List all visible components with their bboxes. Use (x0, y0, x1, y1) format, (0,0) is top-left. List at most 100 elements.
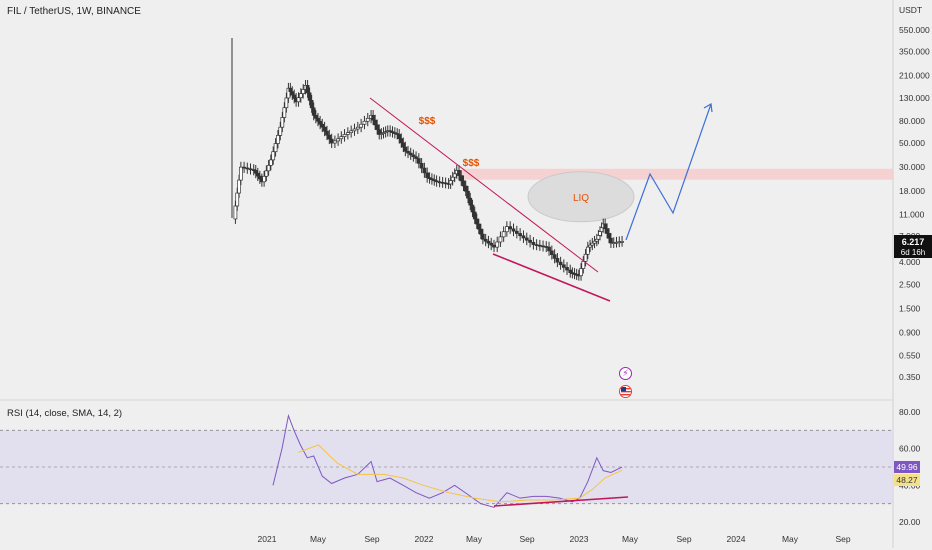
candle-body (537, 244, 542, 247)
candle-body (416, 158, 421, 164)
candle-body (325, 130, 329, 136)
dollar-label-1: $$$ (419, 116, 436, 127)
candle-body (371, 114, 375, 121)
candle-body (605, 228, 609, 234)
candle-body (349, 130, 354, 133)
candle-body (434, 180, 439, 183)
candle-body (322, 126, 327, 132)
candle-body (588, 244, 592, 248)
dollar-label-2: $$$ (463, 158, 480, 169)
price-tick-label: 80.000 (899, 116, 925, 126)
last-price-value: 6.217 (902, 237, 925, 247)
liq-label: LIQ (573, 193, 589, 204)
candle-body (266, 164, 271, 172)
candle-body (457, 170, 461, 176)
chart-title: FIL / TetherUS, 1W, BINANCE (7, 6, 141, 17)
rsi-sma-line (298, 444, 623, 503)
time-tick-label: 2023 (570, 534, 589, 544)
time-tick-label: May (622, 534, 639, 544)
candle-body (401, 142, 406, 148)
projection-arrowhead (703, 103, 713, 113)
candle-body (381, 132, 386, 134)
candle-body (492, 244, 496, 248)
rsi-divergence-line (493, 496, 629, 507)
candle-body (329, 138, 334, 144)
candle-body (235, 192, 240, 207)
price-tick-label: 0.350 (899, 372, 921, 382)
liq-ellipse (527, 171, 635, 223)
rsi-tick-label: 80.00 (899, 407, 921, 417)
candle-body (307, 92, 312, 101)
candle-body (486, 240, 491, 244)
candle-body (452, 173, 457, 178)
candle-body (399, 138, 404, 144)
candle-body (568, 269, 573, 274)
liquidity-zone (462, 168, 893, 180)
candle-body (518, 233, 522, 237)
candle-body (508, 226, 513, 230)
countdown-value: 6d 16h (901, 248, 925, 257)
candle-body (395, 133, 400, 135)
candle-body (339, 136, 344, 140)
candle-body (432, 179, 437, 182)
candle-body (375, 124, 380, 131)
price-tick-label: 130.000 (899, 93, 930, 103)
candle-body (278, 126, 283, 136)
candle-body (345, 132, 350, 135)
time-tick-label: 2022 (415, 534, 434, 544)
candle-body (316, 117, 320, 122)
candle-body (276, 135, 280, 144)
candle-body (352, 128, 357, 132)
candle-body (237, 179, 241, 194)
candle-body (430, 178, 434, 181)
candle-body (245, 167, 250, 170)
candle-body (296, 97, 301, 103)
candle-body (233, 205, 238, 220)
candle-body (437, 181, 442, 184)
candle-body (383, 131, 388, 133)
time-tick-label: Sep (676, 534, 691, 544)
price-tick-label: 2.500 (899, 279, 921, 289)
price-tick-label: 0.550 (899, 351, 921, 361)
candle-body (592, 240, 597, 244)
candle-body (581, 261, 586, 269)
candle-body (468, 197, 473, 206)
candle-body (288, 87, 293, 92)
last-price-badge (894, 235, 932, 258)
price-tick-label: 50.000 (899, 138, 925, 148)
candle-body (561, 264, 566, 268)
price-tick-label: 0.900 (899, 327, 921, 337)
candle-body (257, 175, 262, 180)
flag-svg (620, 386, 631, 397)
candle-body (253, 170, 258, 174)
candle-body (373, 119, 377, 126)
time-tick-label: 2024 (727, 534, 746, 544)
candle-body (603, 223, 608, 230)
candle-body (585, 246, 590, 255)
candle-body (463, 185, 468, 192)
candle-body (390, 131, 395, 133)
candle-body (264, 170, 269, 177)
candle-body (461, 180, 466, 187)
candle-body (427, 177, 432, 180)
candle-body (262, 175, 266, 183)
candle-body (388, 130, 392, 133)
candle-body (443, 182, 448, 185)
candle-body (472, 211, 477, 220)
candle-body (377, 129, 382, 135)
candle-body (298, 93, 303, 99)
candle-body (448, 180, 453, 185)
us-flag-icon[interactable] (619, 385, 632, 398)
candle-body (313, 114, 318, 119)
candle-body (521, 235, 526, 239)
trendline-upper (369, 97, 599, 273)
candle-body (459, 175, 464, 182)
candle-body (342, 134, 347, 137)
time-tick-label: May (782, 534, 799, 544)
lightning-icon[interactable]: ⚡ (619, 367, 632, 380)
candle-body (524, 237, 529, 241)
candle-body (311, 107, 316, 116)
candle-body (397, 134, 402, 140)
rsi-value: 49.96 (896, 462, 918, 472)
